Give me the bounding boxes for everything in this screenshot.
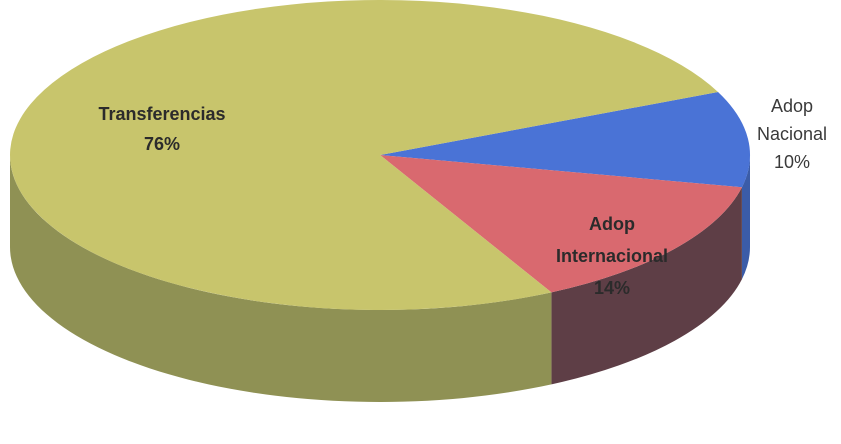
label-adop-internacional-name-2: Internacional: [556, 246, 668, 266]
pie-sides: [10, 155, 750, 402]
pie-slice-adop-internacional: [380, 155, 742, 293]
pie-side-transferencias: [10, 155, 552, 402]
pie-slice-transferencias: [10, 0, 719, 310]
pie-slices: [10, 0, 750, 310]
label-adop-nacional-name-2: Nacional: [757, 124, 827, 144]
pie-slice-adop-nacional: [380, 91, 750, 188]
label-adop-nacional-name-1: Adop: [771, 96, 813, 116]
pie-side-adop-nacional: [741, 155, 750, 280]
pie-side-adop-internacional: [551, 187, 742, 385]
label-adop-internacional-name-1: Adop: [589, 214, 635, 234]
label-adop-internacional-value: 14%: [594, 278, 630, 298]
label-adop-nacional-value: 10%: [774, 152, 810, 172]
label-transferencias-value: 76%: [144, 134, 180, 154]
label-transferencias-name: Transferencias: [98, 104, 225, 124]
